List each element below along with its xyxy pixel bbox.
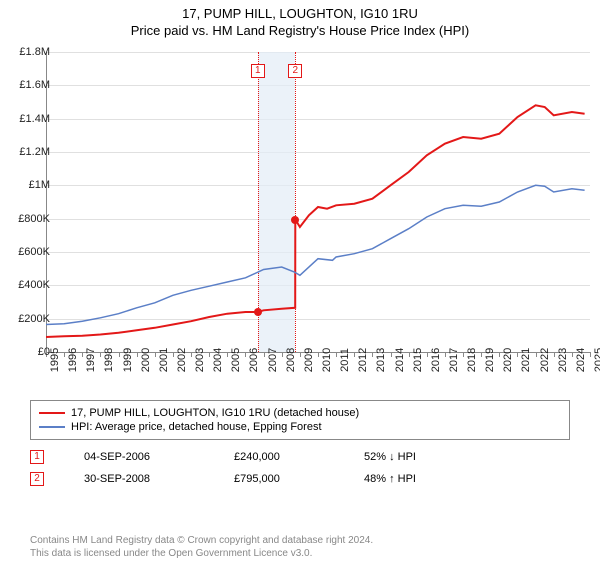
legend-swatch-property [39,412,65,414]
sale-row-1: 1 04-SEP-2006 £240,000 52% ↓ HPI [30,446,570,468]
sale-price-1: £240,000 [234,451,324,463]
sale-price-2: £795,000 [234,473,324,485]
attribution-line-1: Contains HM Land Registry data © Crown c… [30,534,373,547]
sale-date-1: 04-SEP-2006 [84,451,194,463]
sale-marker-1: 1 [30,450,44,464]
page-subtitle: Price paid vs. HM Land Registry's House … [0,23,600,38]
legend: 17, PUMP HILL, LOUGHTON, IG10 1RU (detac… [30,400,570,440]
legend-label-hpi: HPI: Average price, detached house, Eppi… [71,421,322,433]
line-layer [46,52,590,352]
sale-row-2: 2 30-SEP-2008 £795,000 48% ↑ HPI [30,468,570,490]
page-title: 17, PUMP HILL, LOUGHTON, IG10 1RU [0,6,600,21]
sale-delta-1: 52% ↓ HPI [364,451,464,463]
legend-swatch-hpi [39,426,65,428]
attribution-line-2: This data is licensed under the Open Gov… [30,547,373,560]
attribution: Contains HM Land Registry data © Crown c… [30,534,373,560]
legend-label-property: 17, PUMP HILL, LOUGHTON, IG10 1RU (detac… [71,407,359,419]
sale-marker-2: 2 [30,472,44,486]
sale-date-2: 30-SEP-2008 [84,473,194,485]
chart-container: 17, PUMP HILL, LOUGHTON, IG10 1RU Price … [0,6,600,566]
legend-item-hpi: HPI: Average price, detached house, Eppi… [39,421,561,433]
legend-item-property: 17, PUMP HILL, LOUGHTON, IG10 1RU (detac… [39,407,561,419]
sale-delta-2: 48% ↑ HPI [364,473,464,485]
sales-table: 1 04-SEP-2006 £240,000 52% ↓ HPI 2 30-SE… [30,446,570,490]
chart-plot-area: 12 [46,52,590,352]
